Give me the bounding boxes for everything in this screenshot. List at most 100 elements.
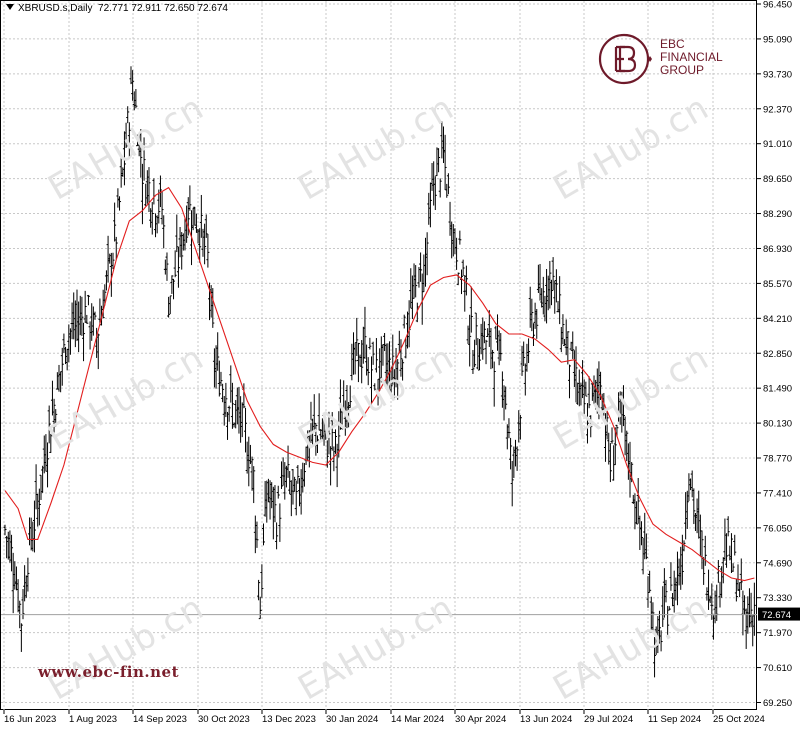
price-bar (715, 584, 719, 621)
price-bar (113, 202, 117, 242)
price-bar (46, 442, 50, 488)
price-bar (203, 223, 207, 265)
price-bar (206, 233, 210, 268)
price-bar (383, 333, 387, 352)
price-bar (240, 402, 244, 438)
y-tick-label: 92.370 (763, 104, 792, 115)
price-bar (396, 359, 400, 400)
price-bar (77, 301, 81, 353)
price-bar (571, 331, 575, 359)
price-bar (199, 194, 203, 238)
price-bar (402, 314, 406, 329)
logo-text: EBC FINANCIAL GROUP (660, 38, 723, 77)
price-bar (482, 321, 486, 344)
price-bar (180, 232, 184, 270)
price-bar (702, 557, 706, 585)
price-bar (278, 503, 282, 542)
price-bar (661, 586, 665, 628)
price-bar (414, 265, 418, 298)
price-bar (216, 332, 220, 371)
price-bar (273, 485, 277, 523)
price-bar (433, 176, 437, 211)
price-bar (731, 563, 735, 572)
symbol-name: XBRUSD.s,Daily (18, 3, 93, 14)
x-tick-label: 29 Jul 2024 (584, 714, 633, 725)
price-bar (73, 300, 77, 348)
price-bar (707, 569, 711, 610)
ohlc-values: 72.771 72.911 72.650 72.674 (98, 3, 228, 14)
price-bar (103, 284, 107, 306)
price-bar (522, 341, 526, 366)
price-bar (10, 534, 14, 572)
price-bar (294, 480, 298, 516)
price-bar (67, 324, 71, 363)
price-bar (175, 214, 179, 253)
price-bar (65, 348, 69, 371)
price-bar (549, 279, 553, 306)
price-bar (561, 314, 565, 345)
price-bar (152, 178, 156, 205)
price-bar (157, 189, 161, 224)
price-bar (528, 286, 532, 328)
price-bar (558, 276, 562, 325)
price-bar (613, 427, 617, 466)
last-price-label: 72.674 (762, 610, 791, 621)
price-bar (314, 423, 318, 456)
price-bar (685, 490, 689, 529)
price-bar (572, 350, 576, 388)
price-bar (657, 610, 661, 644)
y-tick-label: 76.050 (763, 523, 792, 534)
price-bar (59, 371, 63, 393)
price-bar (247, 436, 251, 487)
x-tick-label: 25 Oct 2024 (713, 714, 765, 725)
y-tick-label: 70.610 (763, 663, 792, 674)
price-bar (625, 430, 629, 462)
y-tick-label: 69.250 (763, 698, 792, 709)
price-bar (93, 311, 97, 320)
price-bar (353, 342, 357, 375)
price-bar (55, 372, 59, 390)
y-tick-label: 73.330 (763, 593, 792, 604)
price-bar (464, 265, 468, 296)
price-bar (605, 409, 609, 440)
price-bar (415, 302, 419, 323)
price-bar (509, 437, 513, 470)
price-bar (644, 533, 648, 560)
price-bar (172, 278, 176, 300)
price-bar (44, 434, 48, 472)
price-bar (212, 348, 216, 388)
price-bar (477, 339, 481, 371)
price-bar (167, 296, 171, 318)
price-bar (134, 89, 138, 109)
price-bar (122, 131, 126, 186)
price-bar (567, 364, 571, 399)
price-bar (510, 460, 514, 507)
price-bar (271, 486, 275, 540)
price-bar (700, 530, 704, 570)
website-url: www.ebc-fin.net (38, 663, 179, 681)
price-bar (129, 66, 133, 85)
price-bar (636, 478, 640, 524)
dropdown-triangle-icon[interactable] (6, 4, 14, 10)
x-tick-label: 30 Jan 2024 (326, 714, 378, 725)
price-bar (569, 341, 573, 351)
price-bar (116, 188, 120, 208)
price-bar (489, 327, 493, 370)
price-bar (405, 311, 409, 349)
y-tick-label: 80.130 (763, 419, 792, 430)
price-bar (6, 531, 10, 560)
symbol-header[interactable]: XBRUSD.s,Daily 72.771 72.911 72.650 72.6… (6, 3, 228, 14)
price-bar (154, 213, 158, 238)
price-bar (11, 552, 15, 614)
price-bar (566, 331, 570, 365)
price-bar (266, 478, 270, 503)
price-bar (299, 469, 303, 515)
price-bar (373, 383, 377, 391)
price-bar (165, 252, 169, 281)
price-bar (181, 233, 185, 251)
price-bar (507, 418, 511, 439)
price-bar (459, 269, 463, 295)
price-bar (31, 521, 35, 552)
price-bar (450, 221, 454, 259)
